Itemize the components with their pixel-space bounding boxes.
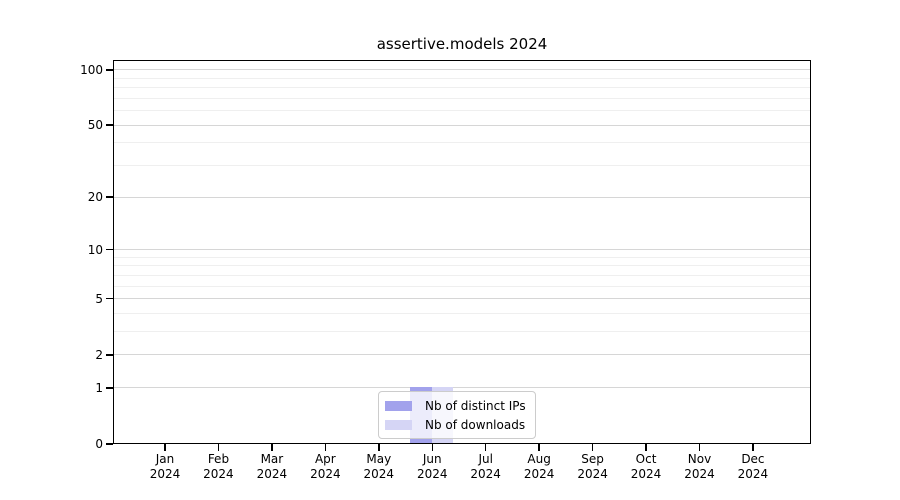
y-axis-label: 1 bbox=[95, 380, 103, 395]
x-axis-label: Oct 2024 bbox=[630, 452, 662, 481]
x-axis-tick bbox=[538, 444, 540, 451]
x-axis-label: May 2024 bbox=[363, 452, 395, 481]
x-axis-label: Mar 2024 bbox=[256, 452, 288, 481]
y-axis-tick bbox=[106, 124, 113, 126]
y-axis-label: 50 bbox=[87, 118, 103, 133]
x-axis-label: Nov 2024 bbox=[684, 452, 715, 481]
x-axis-label: Jan 2024 bbox=[149, 452, 181, 481]
legend-item-distinct-ips: Nb of distinct IPs bbox=[385, 398, 526, 413]
major-gridline bbox=[114, 249, 810, 251]
x-axis-tick bbox=[378, 444, 380, 451]
legend-label-distinct-ips: Nb of distinct IPs bbox=[425, 398, 526, 413]
legend: Nb of distinct IPs Nb of downloads bbox=[378, 391, 536, 439]
x-axis-tick bbox=[324, 444, 327, 451]
major-gridline bbox=[114, 69, 810, 71]
y-axis-label: 0 bbox=[95, 437, 103, 451]
y-axis-tick bbox=[106, 69, 113, 71]
x-axis-tick bbox=[484, 444, 487, 451]
x-axis-tick bbox=[752, 444, 754, 451]
y-axis-tick bbox=[106, 443, 113, 445]
x-axis-tick bbox=[217, 444, 220, 451]
minor-gridline bbox=[114, 256, 810, 258]
chart-title: assertive.models 2024 bbox=[376, 35, 548, 53]
y-axis-label: 5 bbox=[95, 291, 103, 306]
y-axis-tick bbox=[106, 297, 113, 300]
x-axis-tick bbox=[591, 444, 594, 451]
minor-gridline bbox=[114, 142, 810, 144]
major-gridline bbox=[114, 354, 810, 356]
major-gridline bbox=[114, 298, 810, 300]
major-gridline bbox=[114, 387, 810, 389]
minor-gridline bbox=[114, 313, 810, 314]
x-axis-label: Feb 2024 bbox=[203, 452, 234, 481]
x-axis-tick bbox=[431, 444, 433, 451]
x-axis-tick bbox=[698, 444, 701, 451]
minor-gridline bbox=[114, 265, 810, 267]
y-axis-tick bbox=[106, 354, 113, 356]
x-axis-label: Jul 2024 bbox=[470, 452, 501, 481]
x-axis-tick bbox=[645, 444, 647, 451]
y-axis-tick bbox=[106, 387, 113, 389]
legend-label-downloads: Nb of downloads bbox=[425, 417, 526, 432]
x-axis-tick bbox=[164, 444, 166, 451]
legend-swatch-downloads bbox=[385, 419, 412, 430]
plot-area bbox=[113, 60, 811, 444]
x-axis-label: Apr 2024 bbox=[310, 452, 341, 481]
major-gridline bbox=[114, 196, 810, 198]
y-axis-label: 10 bbox=[87, 242, 103, 257]
minor-gridline bbox=[114, 97, 810, 99]
y-axis-label: 100 bbox=[80, 62, 103, 77]
y-axis-label: 20 bbox=[87, 190, 103, 205]
x-axis-label: Dec 2024 bbox=[737, 452, 769, 481]
y-axis-label: 2 bbox=[95, 347, 103, 362]
minor-gridline bbox=[114, 285, 810, 287]
minor-gridline bbox=[114, 165, 810, 167]
minor-gridline bbox=[114, 331, 810, 333]
minor-gridline bbox=[114, 87, 810, 89]
x-axis-label: Aug 2024 bbox=[523, 452, 555, 481]
x-axis-tick bbox=[271, 444, 273, 451]
x-axis-label: Jun 2024 bbox=[416, 452, 448, 481]
minor-gridline bbox=[114, 77, 810, 79]
minor-gridline bbox=[114, 110, 810, 112]
major-gridline bbox=[114, 124, 810, 126]
y-axis-tick bbox=[106, 196, 113, 198]
y-axis-tick bbox=[106, 248, 113, 251]
legend-swatch-distinct-ips bbox=[385, 400, 412, 411]
x-axis-label: Sep 2024 bbox=[577, 452, 608, 481]
legend-item-downloads: Nb of downloads bbox=[385, 417, 526, 432]
minor-gridline bbox=[114, 274, 810, 276]
